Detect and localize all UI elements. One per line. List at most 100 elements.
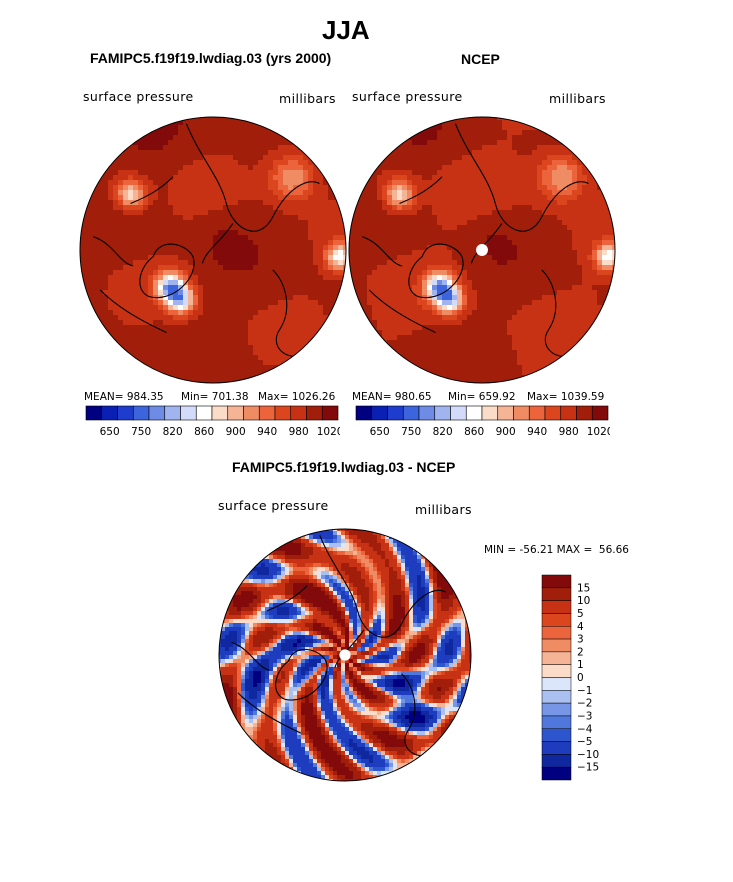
diff-colorbar-swatch [541, 702, 572, 717]
diff-colorbar-tick-label: 2 [577, 646, 584, 658]
right-colorbar-tick-label: 980 [559, 426, 579, 438]
left-min-stat: Min= 701.38 [181, 391, 249, 403]
left-colorbar: 650 750 820 860 900 940 980 1020 [85, 405, 340, 438]
right-colorbar-tick-label: 900 [496, 426, 516, 438]
right-colorbar-swatch [560, 405, 577, 421]
coastline [231, 641, 302, 734]
left-colorbar-tick-label: 1020 [317, 426, 340, 438]
right-colorbar-tick-label: 1020 [587, 426, 610, 438]
diff-colorbar-swatch [541, 754, 572, 768]
left-panel-title: FAMIPC5.f19f19.lwdiag.03 (yrs 2000) [90, 50, 332, 66]
diff-colorbar-tick-label: 1 [577, 659, 584, 671]
coastline [272, 269, 307, 357]
right-colorbar-swatch [481, 405, 499, 421]
diff-map [218, 528, 472, 782]
right-colorbar-tick-label: 820 [433, 426, 453, 438]
left-mean-stat: MEAN= 984.35 [84, 391, 164, 403]
coastline [275, 648, 328, 701]
left-colorbar-swatch [274, 405, 292, 421]
diff-colorbar-tick-label: 10 [577, 595, 590, 607]
right-colorbar-tick-label: 750 [401, 426, 421, 438]
diff-minmax-stat: MIN = -56.21 MAX = 56.66 [484, 544, 629, 556]
pole-hole [476, 244, 488, 256]
left-max-stat: Max= 1026.26 [258, 391, 336, 403]
right-colorbar-tick-label: 860 [464, 426, 484, 438]
left-variable-label: surface pressure [83, 89, 194, 104]
left-colorbar-tick-label: 750 [131, 426, 151, 438]
left-colorbar-tick-label: 940 [257, 426, 277, 438]
diff-colorbar-tick-label: −5 [577, 736, 592, 748]
coastline [319, 535, 447, 638]
diff-colorbar-swatch [541, 587, 572, 601]
left-colorbar-swatch [148, 405, 166, 421]
map-outline [79, 116, 347, 384]
map-outline [218, 528, 472, 782]
diff-colorbar-tick-label: −1 [577, 685, 592, 697]
coastline [185, 123, 320, 232]
diff-colorbar-swatch [541, 715, 572, 729]
right-panel-title: NCEP [461, 51, 500, 67]
left-colorbar-tick-label: 820 [163, 426, 183, 438]
right-colorbar: 650 750 820 860 900 940 980 1020 [355, 405, 610, 438]
left-colorbar-swatch [195, 405, 213, 421]
left-units-label: millibars [279, 91, 336, 106]
left-colorbar-tick-label: 900 [226, 426, 246, 438]
right-mean-stat: MEAN= 980.65 [352, 391, 432, 403]
right-colorbar-swatch [450, 405, 467, 421]
pole-hole [339, 649, 351, 661]
left-colorbar-swatch [164, 405, 181, 421]
diff-units-label: millibars [415, 502, 472, 517]
right-colorbar-tick-label: 650 [370, 426, 390, 438]
figure-title: JJA [322, 15, 370, 45]
coastline [401, 673, 434, 757]
right-max-stat: Max= 1039.59 [527, 391, 605, 403]
diff-colorbar-swatch [541, 651, 572, 665]
right-colorbar-swatch [355, 405, 373, 421]
right-colorbar-swatch [465, 405, 483, 421]
left-colorbar-swatch [85, 405, 103, 421]
diff-colorbar-swatch [541, 677, 572, 691]
right-colorbar-swatch [576, 405, 593, 421]
coastline [130, 176, 234, 264]
right-colorbar-swatch [513, 405, 530, 421]
left-map [79, 116, 347, 384]
left-colorbar-swatch [180, 405, 197, 421]
diff-colorbar-tick-label: −15 [577, 762, 599, 774]
diff-colorbar-tick-label: −3 [577, 710, 592, 722]
left-colorbar-swatch [211, 405, 229, 421]
left-colorbar-tick-label: 860 [194, 426, 214, 438]
diff-variable-label: surface pressure [218, 498, 329, 513]
map-outline [348, 116, 616, 384]
diff-colorbar-swatch [541, 638, 572, 653]
left-colorbar-swatch [321, 405, 339, 421]
right-colorbar-swatch [387, 405, 404, 421]
left-colorbar-tick-label: 650 [100, 426, 120, 438]
diff-colorbar-swatch [541, 664, 572, 678]
right-colorbar-swatch [591, 405, 609, 421]
coastline [93, 236, 167, 333]
diff-colorbar-tick-label: 0 [577, 672, 584, 684]
diff-colorbar-swatch [541, 626, 572, 640]
right-colorbar-swatch [418, 405, 436, 421]
diff-colorbar-swatch [541, 613, 572, 627]
diff-colorbar-swatch [541, 728, 572, 742]
diff-panel-title: FAMIPC5.f19f19.lwdiag.03 - NCEP [232, 459, 456, 475]
diff-colorbar-tick-label: 4 [577, 621, 584, 633]
right-colorbar-tick-label: 940 [527, 426, 547, 438]
left-colorbar-swatch [306, 405, 323, 421]
diff-colorbar-swatch [541, 690, 572, 704]
right-min-stat: Min= 659.92 [448, 391, 516, 403]
diff-colorbar-tick-label: 3 [577, 634, 584, 646]
diff-colorbar-swatch [541, 600, 572, 614]
diff-colorbar-tick-label: 5 [577, 608, 584, 620]
right-colorbar-swatch [497, 405, 514, 421]
coastline [541, 269, 576, 357]
right-colorbar-swatch [371, 405, 388, 421]
right-variable-label: surface pressure [352, 89, 463, 104]
right-colorbar-swatch [544, 405, 562, 421]
left-colorbar-swatch [258, 405, 276, 421]
right-colorbar-swatch [528, 405, 546, 421]
diff-colorbar-swatch [541, 741, 572, 755]
diff-colorbar-tick-label: −10 [577, 749, 599, 761]
